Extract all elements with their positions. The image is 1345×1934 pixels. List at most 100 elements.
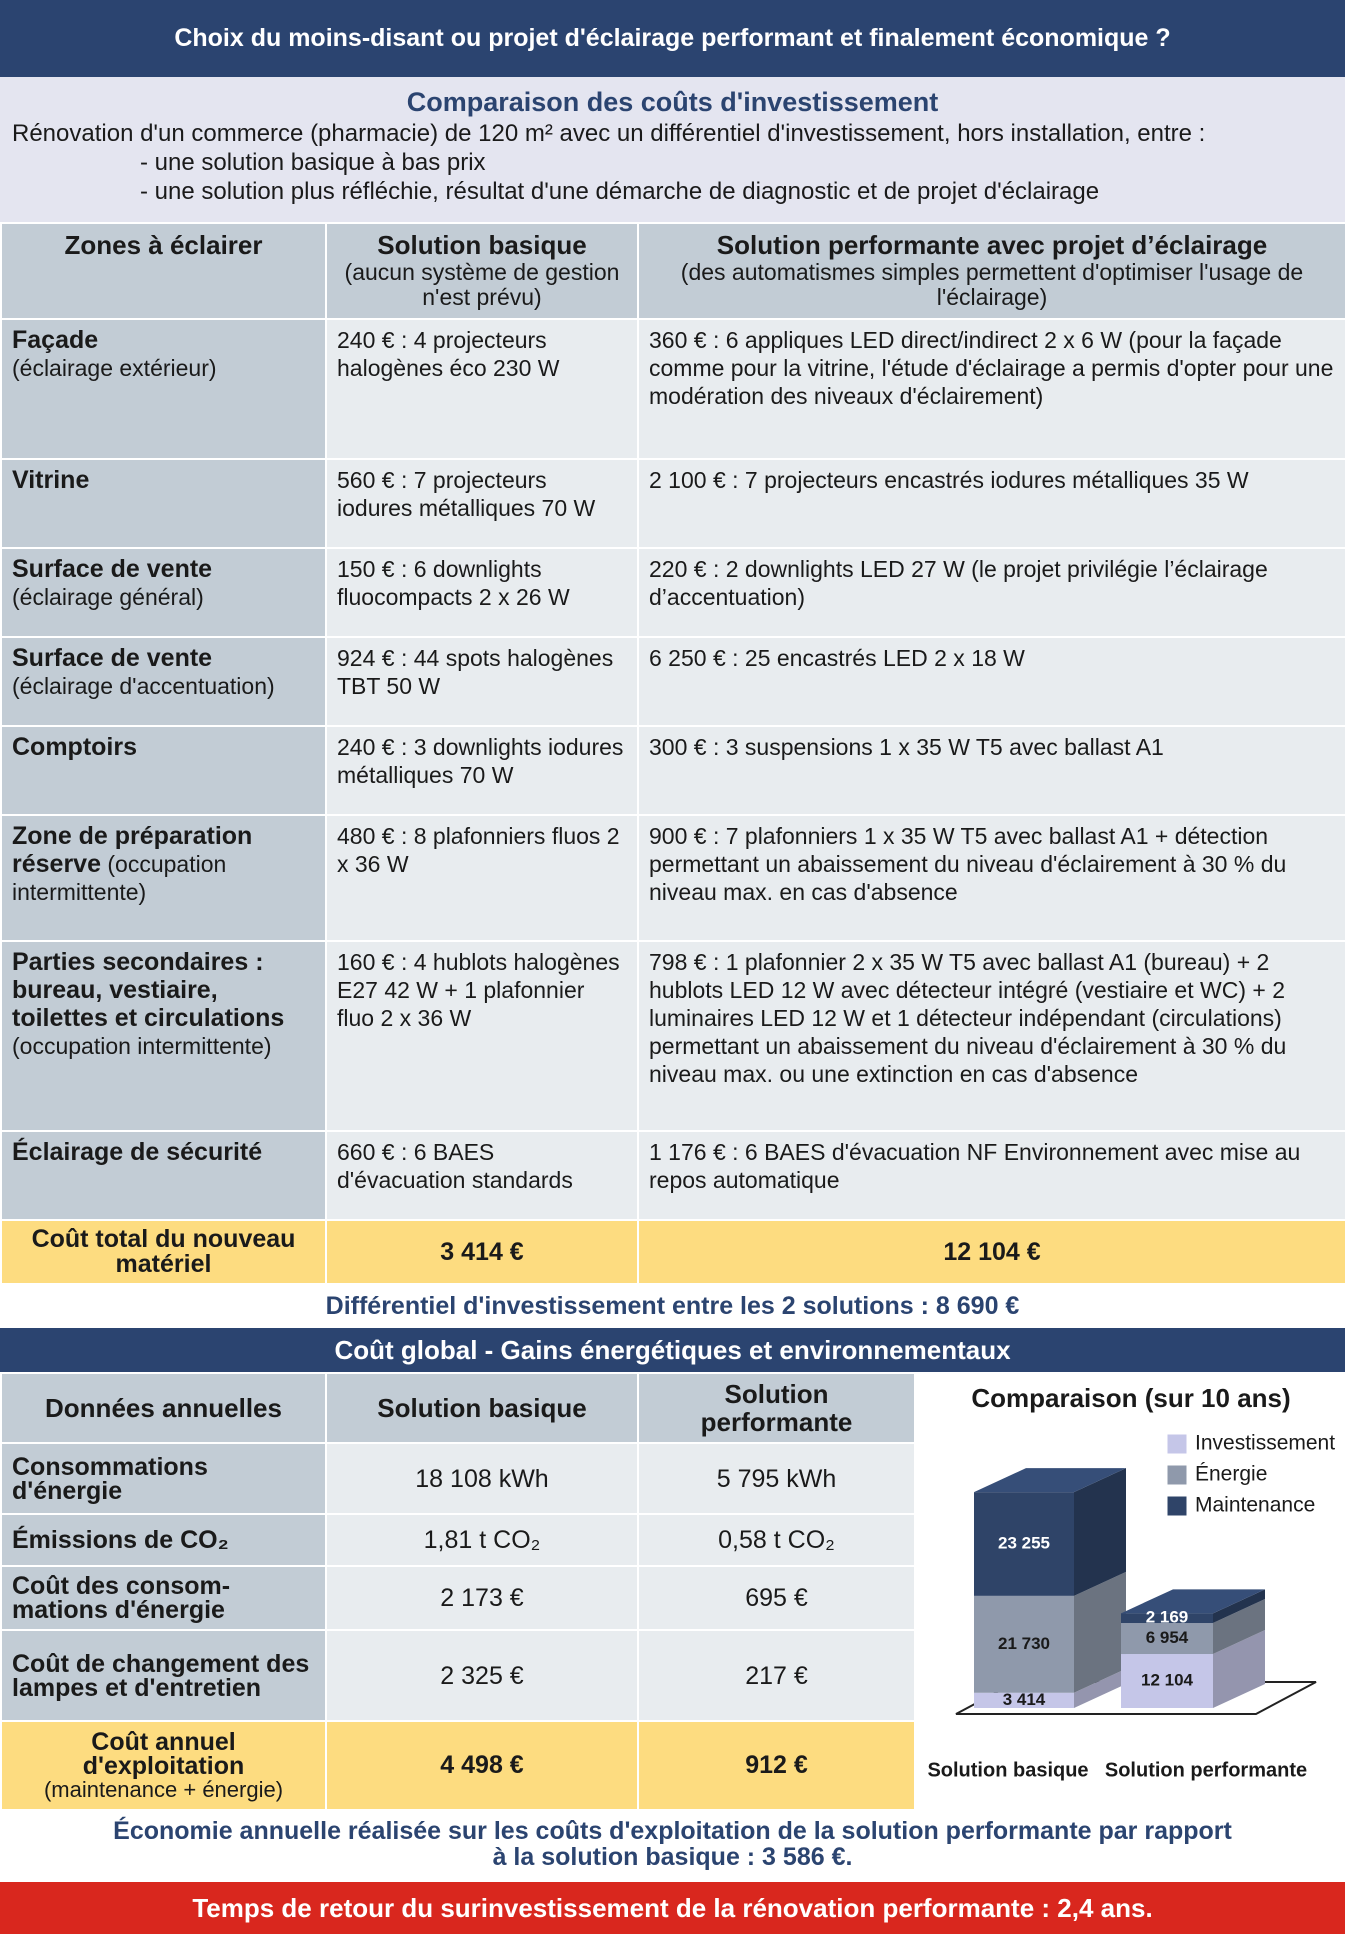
column-header: Solution performante avec projet d’éclai…	[637, 222, 1345, 320]
intro-text: Rénovation d'un commerce (pharmacie) de …	[12, 120, 1206, 147]
bar-side	[1213, 1630, 1265, 1708]
total-label: Coût annuel d'exploitation (maintenance +…	[0, 1720, 327, 1811]
zone-note: (occupation intermittente)	[12, 851, 227, 905]
performante-cell: 300 € : 3 suspensions 1 x 35 W T5 avec b…	[637, 725, 1345, 816]
column-note: (aucun système de gestion n'est prévu)	[344, 259, 620, 310]
intro: Comparaison des coûts d'investissement R…	[0, 77, 1345, 222]
table-row: Émissions de CO₂ 1,81 t CO₂ 0,58 t CO₂	[0, 1513, 916, 1567]
category-label: Solution basique	[927, 1759, 1088, 1781]
value-label: 3 414	[1003, 1690, 1046, 1709]
zone-cell: Surface de vente (éclairage général)	[0, 547, 327, 638]
bar	[974, 1692, 1074, 1708]
differential: Différentiel d'investissement entre les …	[325, 1292, 1020, 1320]
bar-side	[1213, 1599, 1265, 1655]
intro-bullet: - une solution plus réfléchie, résultat …	[140, 178, 1100, 205]
section-title: Coût global - Gains énergétiques et envi…	[0, 1328, 1345, 1372]
chart-title: Comparaison (sur 10 ans)	[971, 1383, 1290, 1413]
bar	[1121, 1623, 1213, 1655]
zone-note: (occupation intermittente)	[12, 1033, 272, 1059]
table-row: Parties secondaires : bureau, vestiaire,…	[0, 940, 1345, 1132]
zone-note: (éclairage général)	[12, 584, 204, 610]
column-header: Zones à éclairer	[0, 222, 327, 320]
header-row: Zones à éclairer Solution basique (aucun s…	[0, 222, 1345, 320]
table-row: Coût de changement des lampes et d'entre…	[0, 1629, 916, 1722]
total-row: Coût annuel d'exploitation (maintenance +…	[0, 1720, 916, 1811]
table-row: Éclairage de sécurité 660 € : 6 BAES d'év…	[0, 1130, 1345, 1221]
row-label: Coût de changement des lampes et d'entre…	[0, 1629, 327, 1722]
total-performante: 12 104 €	[637, 1219, 1345, 1285]
legend-label: Investissement	[1195, 1432, 1335, 1455]
performante-cell: 360 € : 6 appliques LED direct/indirect …	[637, 318, 1345, 460]
basique-cell: 660 € : 6 BAES d'évacuation standards	[325, 1130, 639, 1221]
bar	[1121, 1654, 1213, 1708]
row-label: Émissions de CO₂	[0, 1513, 327, 1567]
basique-cell: 240 € : 3 downlights iodures métalliques…	[325, 725, 639, 816]
value-label: 21 730	[998, 1634, 1050, 1653]
table-row: Façade (éclairage extérieur) 240 € : 4 pro…	[0, 318, 1345, 460]
total-performante: 912 €	[637, 1720, 916, 1811]
table-row: Comptoirs 240 € : 3 downlights iodures mé…	[0, 725, 1345, 816]
value-cell: 695 €	[637, 1565, 916, 1631]
basique-cell: 240 € : 4 projecteurs halogènes éco 230 …	[325, 318, 639, 460]
investment-table: Zones à éclairer Solution basique (aucun s…	[0, 222, 1345, 1285]
header-row: Données annuelles Solution basique Solutio…	[0, 1372, 916, 1444]
bar-side	[1074, 1468, 1126, 1596]
basique-cell: 924 € : 44 spots halogènes TBT 50 W	[325, 636, 639, 727]
column-header: Données annuelles	[0, 1372, 327, 1444]
bar	[1121, 1613, 1213, 1624]
legend-label: Énergie	[1195, 1463, 1267, 1486]
total-label-text: Coût annuel d'exploitation	[82, 1727, 245, 1780]
zone: Comptoirs	[12, 733, 137, 761]
column-title: Zones à éclairer	[64, 230, 263, 260]
category-label: Solution performante	[1105, 1759, 1307, 1781]
annual-table: Données annuelles Solution basique Solutio…	[0, 1372, 916, 1811]
column-header: Solution performante	[637, 1372, 916, 1444]
table-row: Surface de vente (éclairage d'accentuatio…	[0, 636, 1345, 727]
bar-top	[974, 1468, 1126, 1493]
performante-cell: 6 250 € : 25 encastrés LED 2 x 18 W	[637, 636, 1345, 727]
payback: Temps de retour du surinvestissement de …	[0, 1882, 1345, 1934]
value-cell: 2 325 €	[325, 1629, 639, 1722]
performante-cell: 2 100 € : 7 projecteurs encastrés iodure…	[637, 458, 1345, 549]
zone: Vitrine	[12, 466, 90, 494]
intro-title: Comparaison des coûts d'investissement	[406, 87, 939, 117]
row-label: Coût des consom-mations d'énergie	[0, 1565, 327, 1631]
performante-cell: 900 € : 7 plafonniers 1 x 35 W T5 avec b…	[637, 814, 1345, 942]
total-label: Coût total du nouveau matériel	[0, 1219, 327, 1285]
chart: Comparaison (sur 10 ans) Investissement Én…	[927, 1383, 1335, 1781]
legend-swatch	[1166, 1464, 1188, 1486]
zone-cell: Éclairage de sécurité	[0, 1130, 327, 1221]
value-label: 12 104	[1141, 1670, 1194, 1689]
basique-cell: 560 € : 7 projecteurs iodures métallique…	[325, 458, 639, 549]
table-row: Vitrine 560 € : 7 projecteurs iodures mét…	[0, 458, 1345, 549]
zone: Surface de vente	[12, 644, 213, 672]
zone-note: (éclairage extérieur)	[12, 355, 217, 381]
zone-cell: Vitrine	[0, 458, 327, 549]
legend-label: Maintenance	[1195, 1494, 1315, 1517]
table-row: Surface de vente (éclairage général) 150 €…	[0, 547, 1345, 638]
total-basique: 4 498 €	[325, 1720, 639, 1811]
table-row: Consommations d'énergie 18 108 kWh 5 795 k…	[0, 1442, 916, 1515]
table-row: Zone de préparation réserve (occupation …	[0, 814, 1345, 942]
bar-side	[1213, 1589, 1265, 1624]
value-cell: 217 €	[637, 1629, 916, 1722]
performante-cell: 798 € : 1 plafonnier 2 x 35 W T5 avec ba…	[637, 940, 1345, 1132]
value-cell: 2 173 €	[325, 1565, 639, 1631]
value-cell: 0,58 t CO₂	[637, 1513, 916, 1567]
value-label: 6 954	[1146, 1628, 1189, 1647]
savings: Économie annuelle réalisée sur les coûts…	[113, 1817, 1232, 1871]
legend-swatch	[1166, 1433, 1188, 1455]
lower-section: Données annuelles Solution basique Solutio…	[0, 1372, 1345, 1811]
column-note: (des automatismes simples permettent d'o…	[680, 259, 1304, 310]
intro-bullet: - une solution basique à bas prix	[140, 149, 486, 176]
performante-cell: 220 € : 2 downlights LED 27 W (le projet…	[637, 547, 1345, 638]
bar	[974, 1492, 1074, 1596]
zone-cell: Surface de vente (éclairage d'accentuatio…	[0, 636, 327, 727]
zone-cell: Parties secondaires : bureau, vestiaire,…	[0, 940, 327, 1132]
value-label: 2 169	[1146, 1608, 1189, 1627]
column-title: Solution basique	[377, 230, 587, 260]
value-cell: 5 795 kWh	[637, 1442, 916, 1515]
header-title: Choix du moins-disant ou projet d'éclair…	[0, 0, 1345, 77]
